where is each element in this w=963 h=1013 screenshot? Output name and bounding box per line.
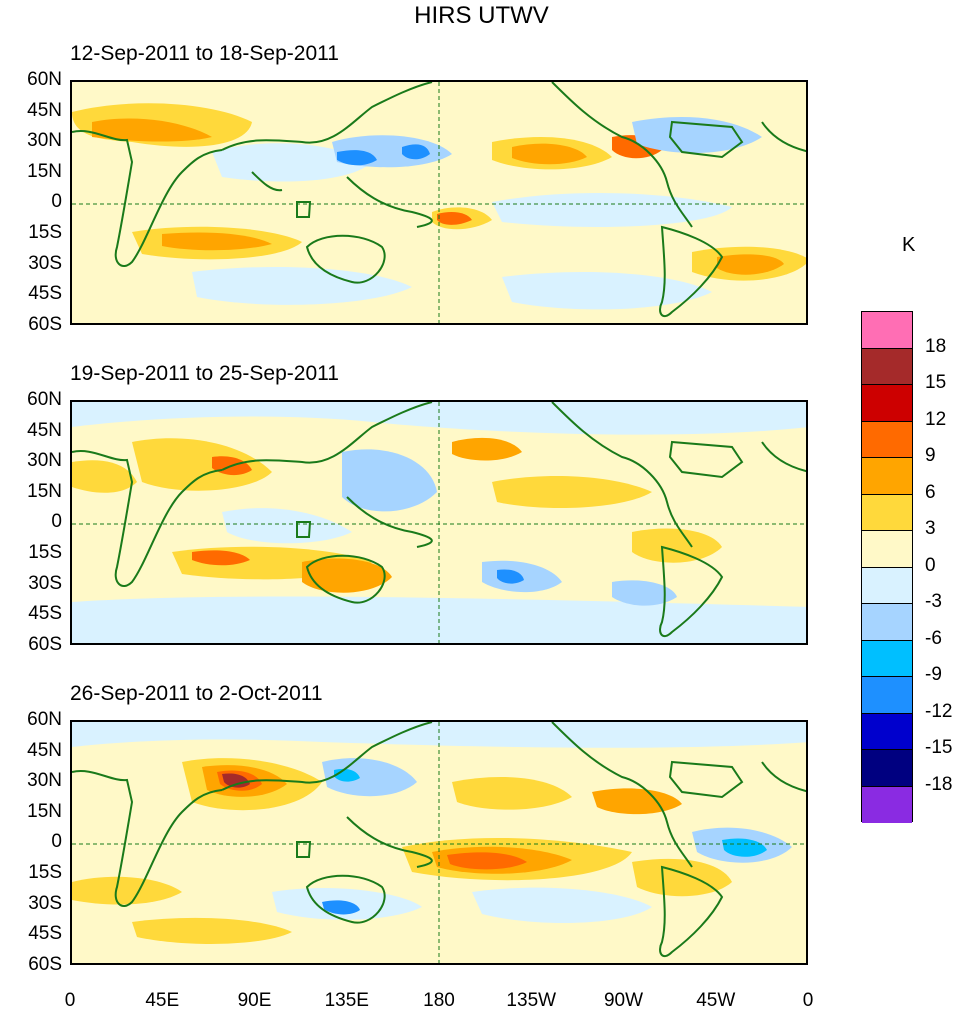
lat-label: 0 — [51, 511, 62, 533]
panel-3-field — [72, 722, 806, 963]
positive-anomalies — [72, 758, 732, 944]
lon-label: 45E — [145, 990, 180, 1011]
colorbar-units: K — [902, 234, 916, 256]
colorbar-swatch — [862, 385, 912, 422]
colorbar-swatch — [862, 786, 912, 823]
lat-label: 30S — [28, 252, 62, 274]
lat-label: 60N — [27, 389, 62, 410]
lon-label: 135W — [506, 990, 557, 1011]
colorbar-label: -12 — [925, 700, 953, 722]
colorbar-swatch — [862, 458, 912, 495]
colorbar-swatch — [862, 348, 912, 385]
lon-label: 0 — [64, 990, 76, 1011]
lon-label: 135E — [324, 990, 369, 1011]
colorbar-swatch — [862, 312, 912, 349]
lat-label: 15N — [27, 800, 62, 822]
coastlines — [72, 722, 806, 958]
lat-label: 0 — [51, 831, 62, 853]
figure-title: HIRS UTWV — [414, 2, 549, 29]
lon-label: 0 — [802, 990, 814, 1011]
negative-anomalies — [192, 117, 762, 310]
lat-label: 15S — [28, 222, 62, 243]
lat-label: 15S — [28, 862, 62, 883]
lat-label: 45N — [27, 739, 62, 761]
colorbar-label: -18 — [925, 773, 953, 795]
lat-label: 45S — [28, 923, 62, 945]
colorbar-label: -6 — [925, 627, 942, 649]
colorbar-swatch — [862, 750, 912, 787]
lon-label: 45W — [696, 990, 736, 1011]
colorbar-label: -3 — [925, 591, 942, 612]
lat-label: 60N — [27, 709, 62, 730]
lat-label: 60S — [28, 313, 62, 335]
lon-label: 90W — [603, 990, 644, 1011]
colorbar-label: 12 — [925, 408, 947, 430]
colorbar-swatch — [862, 421, 912, 458]
lat-label: 60S — [28, 633, 62, 655]
lat-label: 30S — [28, 572, 62, 594]
positive-anomalies — [72, 437, 722, 593]
lat-label: 30N — [27, 450, 62, 472]
lat-label: 15S — [28, 542, 62, 563]
panel-1-map — [70, 80, 808, 325]
grid-lines — [72, 402, 806, 643]
colorbar-label: -9 — [925, 664, 942, 685]
lat-label: 60S — [28, 953, 62, 975]
lat-label: 15N — [27, 160, 62, 182]
colorbar-swatch — [862, 494, 912, 531]
lat-label: 15N — [27, 480, 62, 502]
panel-2-map — [70, 400, 808, 645]
colorbar-label: 0 — [925, 554, 936, 576]
lat-label: 30N — [27, 130, 62, 152]
lat-label: 30S — [28, 892, 62, 914]
panel-2-field — [72, 402, 806, 643]
colorbar-swatch — [862, 640, 912, 677]
grid-lines — [72, 82, 806, 323]
colorbar-swatch — [862, 531, 912, 568]
colorbar-label: 6 — [925, 481, 936, 503]
colorbar-label: 18 — [925, 335, 947, 357]
panel-1-field — [72, 82, 806, 323]
lat-label: 45N — [27, 99, 62, 121]
colorbar — [861, 311, 913, 823]
lat-label: 0 — [51, 191, 62, 213]
lon-label: 90E — [237, 990, 272, 1011]
colorbar-swatch — [862, 677, 912, 714]
colorbar-swatch — [862, 604, 912, 641]
lat-label: 45N — [27, 419, 62, 441]
colorbar-swatch — [862, 567, 912, 604]
panel-2-date: 19-Sep-2011 to 25-Sep-2011 — [70, 362, 339, 385]
colorbar-label: 3 — [925, 518, 936, 539]
coastlines — [72, 82, 806, 318]
lat-label: 45S — [28, 283, 62, 305]
lat-label: 60N — [27, 69, 62, 90]
lon-label: 180 — [423, 990, 455, 1011]
panel-1-date: 12-Sep-2011 to 18-Sep-2011 — [70, 42, 339, 65]
colorbar-label: -15 — [925, 737, 953, 758]
lat-label: 30N — [27, 770, 62, 792]
panel-3-date: 26-Sep-2011 to 2-Oct-2011 — [70, 682, 323, 705]
lat-label: 45S — [28, 603, 62, 625]
colorbar-swatch — [862, 713, 912, 750]
grid-lines — [72, 722, 806, 963]
colorbar-label: 15 — [925, 372, 947, 393]
panel-3-map — [70, 720, 808, 965]
colorbar-label: 9 — [925, 445, 936, 466]
